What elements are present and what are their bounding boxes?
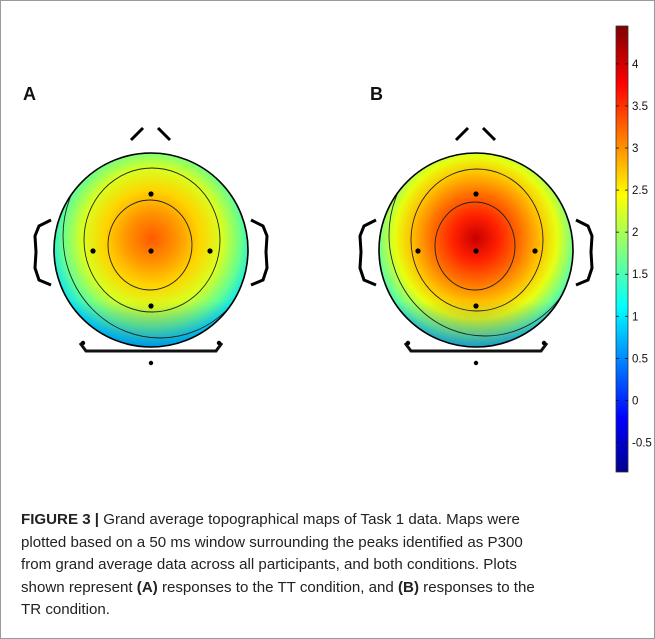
caption-line-5: TR condition. (21, 601, 110, 619)
caption-line-2: plotted based on a 50 ms window surround… (21, 533, 523, 551)
colorbar: 4 3.5 3 2.5 2 1.5 1 0.5 0 -0.5 (615, 25, 652, 473)
left-ear-b (358, 218, 377, 287)
colorbar-scale (615, 25, 629, 473)
nose-b (454, 126, 497, 142)
caption-line-4c: responses to the (418, 578, 535, 596)
colorbar-tick-label: 0.5 (632, 353, 648, 365)
topographic-maps-figure: 4 3.5 3 2.5 2 1.5 1 0.5 0 -0.5 (33, 25, 652, 473)
colorbar-tick-label: -0.5 (632, 438, 652, 450)
figure-caption: FIGURE 3 | Grand average topographical m… (21, 509, 641, 622)
panel-label-a: A (23, 84, 36, 104)
colorbar-tick-label: 3.5 (632, 101, 648, 113)
colorbar-tick-label: 1 (632, 311, 638, 323)
electrodes-b (405, 191, 547, 366)
figure-label: FIGURE 3 | (21, 511, 100, 528)
panel-label-b: B (370, 84, 383, 104)
colorbar-tick-label: 3 (632, 143, 638, 155)
colorbar-tick-label: 4 (632, 59, 639, 71)
head-outline-a (53, 152, 249, 348)
caption-line-3: from grand average data across all parti… (21, 556, 517, 574)
colorbar-tick-label: 0 (632, 395, 638, 407)
topomap-a (33, 126, 269, 366)
electrodes-a (80, 191, 222, 366)
nose-a (129, 126, 172, 142)
colorbar-tick-label: 2 (632, 227, 638, 239)
caption-line-1: Grand average topographical maps of Task… (99, 511, 520, 528)
colorbar-tick-label: 1.5 (632, 269, 648, 281)
right-ear-a (250, 218, 269, 287)
head-outline-b (378, 152, 574, 348)
caption-ref-b: (B) (398, 578, 419, 596)
caption-line-4b: responses to the TT condition, and (157, 578, 399, 596)
left-ear-a (33, 218, 52, 287)
topomap-b (358, 126, 594, 366)
right-ear-b (575, 218, 594, 287)
caption-line-4a: shown represent (21, 578, 137, 596)
colorbar-tick-label: 2.5 (632, 185, 648, 197)
caption-ref-a: (A) (136, 578, 158, 596)
